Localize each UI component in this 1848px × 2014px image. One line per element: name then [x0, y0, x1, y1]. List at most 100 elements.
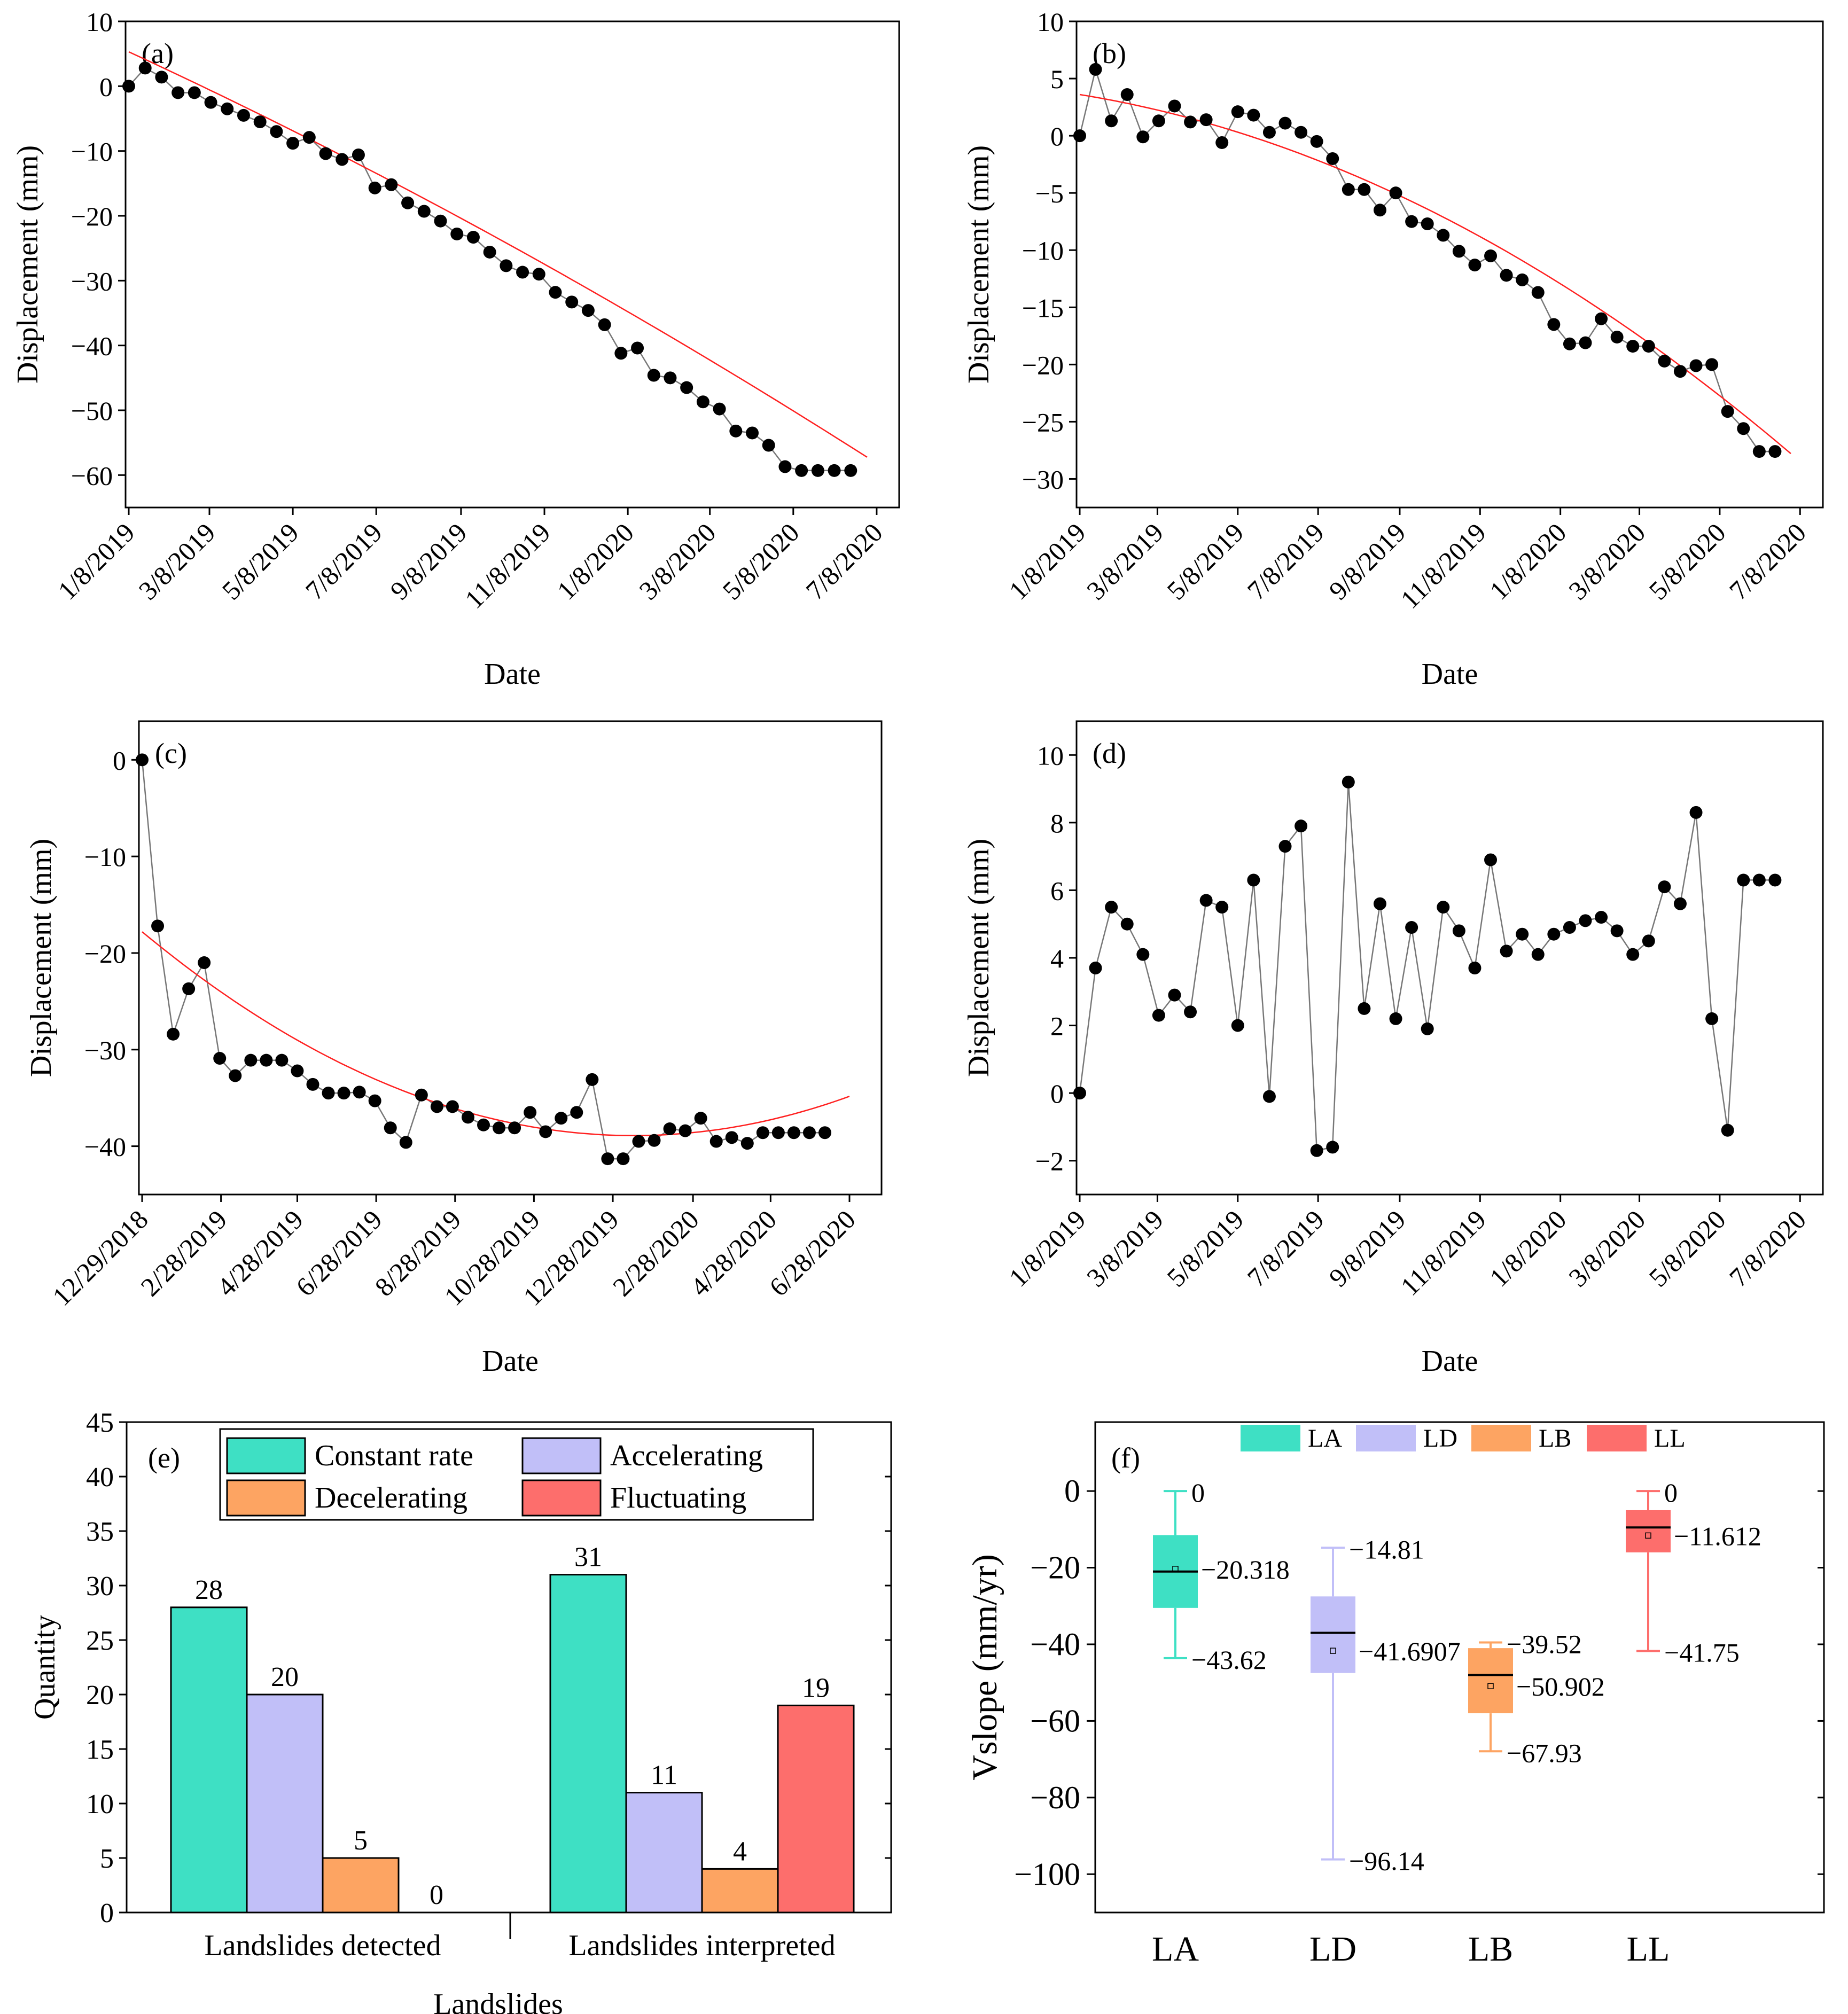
bar-value-label: 0 [430, 1880, 443, 1910]
data-point [508, 1121, 521, 1135]
data-point [1247, 108, 1260, 122]
mean-marker [1645, 1532, 1651, 1539]
data-point [302, 131, 316, 144]
y-tick-label: −15 [1022, 293, 1064, 323]
bar [170, 1606, 248, 1914]
data-point [1595, 911, 1608, 924]
min-label: −67.93 [1507, 1738, 1582, 1768]
mean-marker [1330, 1648, 1336, 1654]
data-point [1452, 924, 1465, 938]
x-tick-label: 1/8/2019 [1003, 517, 1091, 605]
data-point [1089, 63, 1102, 76]
data-point [729, 424, 743, 438]
data-point [1199, 894, 1213, 907]
y-tick-label: −5 [1035, 178, 1064, 208]
panel-label: (d) [1093, 737, 1126, 769]
data-point [664, 371, 677, 385]
x-tick-label: 5/8/2019 [1161, 1204, 1249, 1292]
x-tick-label: 1/8/2020 [1484, 517, 1572, 605]
data-point [1768, 873, 1782, 887]
data-point [1105, 114, 1118, 128]
x-tick-label: 3/8/2020 [1563, 517, 1651, 605]
data-point [1642, 340, 1655, 353]
data-point [291, 1064, 304, 1078]
data-point [1531, 286, 1545, 299]
data-point [1073, 129, 1086, 143]
data-point [204, 96, 217, 109]
bar-value-label: 20 [271, 1662, 299, 1692]
data-point [570, 1106, 583, 1119]
data-point [601, 1152, 614, 1166]
min-label: −96.14 [1349, 1846, 1424, 1876]
data-point [844, 464, 857, 477]
x-tick-label: 11/8/2019 [459, 517, 556, 614]
y-tick-label: −30 [71, 266, 113, 296]
y-tick-label: 10 [1037, 740, 1064, 770]
data-point [1768, 445, 1782, 458]
data-point [1579, 336, 1592, 349]
x-tick-label: 7/8/2019 [300, 517, 388, 605]
data-point [647, 369, 660, 382]
data-point [446, 1100, 459, 1113]
data-point [1705, 1012, 1719, 1025]
data-point [1721, 405, 1734, 418]
data-point [1262, 126, 1276, 139]
data-point [586, 1073, 599, 1086]
box-LL: 0 −11.612 −41.75 LL [1626, 1478, 1761, 1969]
data-point [167, 1027, 180, 1041]
mean-label: −11.612 [1674, 1521, 1761, 1551]
data-point [1342, 183, 1355, 196]
data-point [1136, 948, 1150, 961]
data-point [270, 125, 283, 138]
data-point [632, 1135, 645, 1148]
data-point [617, 1152, 630, 1166]
y-tick-label: 35 [86, 1517, 114, 1547]
data-point [385, 178, 398, 191]
data-point [1326, 1141, 1339, 1154]
data-point [1295, 819, 1308, 833]
data-point [1705, 358, 1719, 371]
y-tick-label: 10 [86, 1789, 114, 1820]
bar-value-label: 4 [733, 1836, 747, 1867]
data-point [430, 1100, 443, 1113]
max-label: 0 [1191, 1478, 1205, 1508]
data-point [1468, 259, 1481, 272]
y-tick-label: −20 [84, 939, 126, 969]
data-point [483, 245, 496, 259]
data-point [756, 1126, 769, 1139]
data-point [1452, 245, 1465, 258]
data-point [1405, 215, 1418, 228]
x-axis-title: Date [1422, 658, 1478, 691]
x-tick-label: 3/8/2020 [633, 517, 721, 605]
data-point [401, 196, 415, 209]
data-point [1073, 1087, 1086, 1100]
panel-label: (c) [155, 737, 187, 769]
data-point [1231, 105, 1244, 119]
data-point [1626, 948, 1640, 961]
x-tick-label: 3/8/2019 [1081, 1204, 1169, 1292]
data-point [182, 982, 196, 995]
legend-label: LB [1539, 1424, 1571, 1453]
data-point [1215, 901, 1229, 914]
y-tick-label: 10 [1037, 7, 1064, 37]
x-tick-label: 5/8/2019 [1161, 517, 1249, 605]
x-tick-label: 1/8/2020 [1484, 1204, 1572, 1292]
min-label: −43.62 [1191, 1645, 1267, 1675]
y-tick-label: 0 [1050, 121, 1064, 151]
data-point [1278, 840, 1292, 853]
data-point [713, 402, 726, 416]
bar-value-label: 31 [574, 1542, 602, 1573]
data-point [368, 181, 381, 194]
data-point [787, 1126, 800, 1139]
data-point [260, 1053, 273, 1067]
data-point [811, 464, 824, 477]
legend-swatch [226, 1437, 306, 1474]
data-point [151, 919, 165, 933]
data-point [1752, 445, 1766, 458]
x-tick-label: 6/28/2020 [763, 1204, 861, 1302]
data-point [1721, 1123, 1734, 1137]
y-tick-label: −60 [71, 460, 113, 490]
data-point [1184, 1005, 1197, 1019]
data-point [1689, 806, 1703, 819]
panel-d: 10 8 6 4 2 0 −2 1/8/20193/8/20195/8/20197/8/201… [962, 720, 1824, 1378]
